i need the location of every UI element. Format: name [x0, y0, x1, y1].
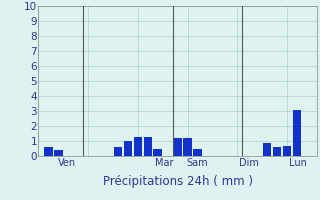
- Bar: [273, 147, 281, 156]
- Bar: [144, 137, 152, 156]
- Bar: [183, 138, 192, 156]
- Bar: [293, 110, 301, 156]
- Text: Lun: Lun: [289, 158, 307, 168]
- Bar: [114, 147, 122, 156]
- Bar: [44, 147, 52, 156]
- Bar: [124, 141, 132, 156]
- Bar: [154, 148, 162, 156]
- Bar: [173, 138, 182, 156]
- Bar: [283, 146, 291, 156]
- Text: Sam: Sam: [186, 158, 208, 168]
- Text: Précipitations 24h ( mm ): Précipitations 24h ( mm ): [103, 176, 252, 188]
- Bar: [134, 137, 142, 156]
- Text: Dim: Dim: [239, 158, 259, 168]
- Bar: [263, 142, 271, 156]
- Bar: [54, 150, 62, 156]
- Text: Ven: Ven: [58, 158, 76, 168]
- Bar: [193, 148, 202, 156]
- Text: Mar: Mar: [155, 158, 174, 168]
